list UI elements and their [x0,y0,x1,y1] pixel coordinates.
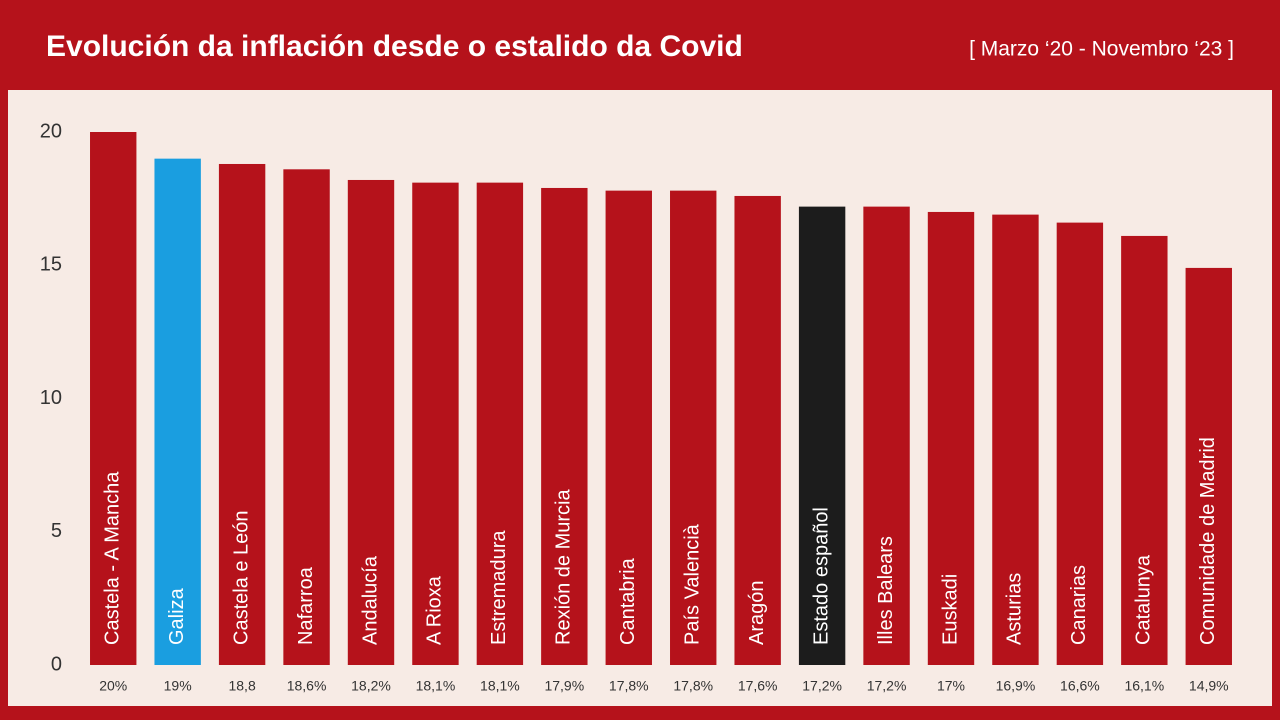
category-label: Canarias [1068,565,1090,645]
y-tick-label: 15 [40,254,62,276]
category-label: Castela - A Mancha [102,471,124,645]
value-label: 17,2% [802,678,842,694]
value-label: 16,1% [1124,678,1164,694]
bar [863,206,910,665]
category-label: Aragón [746,581,768,646]
category-label: País Valencià [682,523,704,645]
bar [541,187,588,665]
value-label: 17,8% [673,678,713,694]
bar [927,211,975,665]
category-label: Estado español [810,507,832,645]
value-label: 17,2% [867,678,907,694]
category-label: Castela e León [230,510,252,645]
value-label: 18,1% [416,678,456,694]
y-tick-label: 0 [51,653,62,675]
value-label: 14,9% [1189,678,1229,694]
category-label: Estremadura [488,530,510,645]
value-label: 18,2% [351,678,391,694]
y-tick-label: 5 [51,520,62,542]
value-label: 17,9% [544,678,584,694]
bar [412,182,459,665]
bar [670,190,717,665]
bar [798,206,846,665]
category-label: Nafarroa [295,566,317,645]
bar [218,163,266,666]
category-label: Galiza [166,587,188,645]
value-label: 18,6% [287,678,327,694]
value-label: 17,8% [609,678,649,694]
bar [283,169,330,665]
value-label: 17% [937,678,965,694]
chart-title: Evolución da inflación desde o estalido … [46,30,743,63]
bar [734,195,781,665]
category-label: Euskadi [939,574,961,645]
bar [1185,267,1232,665]
value-label: 19% [164,678,192,694]
bar [605,190,652,665]
category-label: Cantabria [617,557,639,645]
bar [1121,235,1168,665]
value-label: 16,6% [1060,678,1100,694]
y-tick-label: 20 [40,120,62,142]
value-label: 17,6% [738,678,778,694]
category-label: Asturias [1004,573,1026,645]
bar [347,179,395,665]
bar [476,182,524,665]
y-tick-label: 10 [40,387,62,409]
category-label: Rexión de Murcia [553,488,575,645]
value-label: 20% [99,678,127,694]
category-label: Comunidade de Madrid [1197,437,1219,645]
chart-subtitle: [ Marzo ‘20 - Novembro ‘23 ] [969,38,1234,61]
bar [154,158,201,665]
bar [992,214,1039,666]
value-label: 18,1% [480,678,520,694]
bar [90,132,137,665]
category-label: Illes Balears [875,536,897,645]
category-label: Andalucía [359,555,381,645]
category-label: A Rioxa [424,575,446,645]
value-label: 18,8 [228,678,255,694]
value-label: 16,9% [996,678,1036,694]
category-label: Catalunya [1133,554,1155,645]
bar [1056,222,1104,666]
